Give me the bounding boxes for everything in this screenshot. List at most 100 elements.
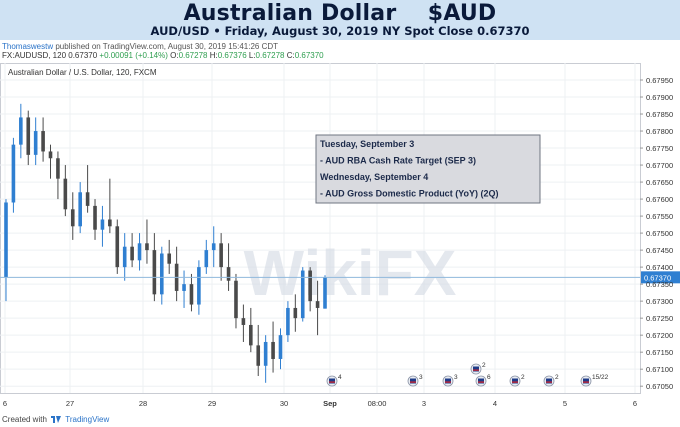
publish-line: Thomaswestw published on TradingView.com… [2, 42, 278, 51]
candle-body [249, 324, 253, 346]
candle-body [308, 270, 312, 302]
flag-field [478, 378, 484, 384]
ohlc-high-label: H: [207, 51, 218, 60]
last-price-label: 0.67370 [644, 273, 671, 282]
candlestick-chart[interactable]: WikiFX Australian Dollar / U.S. Dollar, … [0, 63, 680, 413]
y-tick-label: 0.67400 [646, 263, 673, 272]
candle-body [211, 243, 216, 251]
x-tick-label: 4 [493, 399, 497, 408]
x-tick-label: 28 [139, 399, 147, 408]
candle-body [70, 209, 75, 227]
y-tick-label: 0.67550 [646, 212, 673, 221]
candle-body [256, 345, 261, 366]
y-tick-label: 0.67500 [646, 229, 673, 238]
candle-body [234, 280, 238, 319]
ohlc-symbol: FX:AUDUSD, 120 0.67370 [2, 51, 100, 60]
y-tick-label: 0.67350 [646, 280, 673, 289]
flag-field [546, 378, 552, 384]
candle-body [278, 335, 283, 359]
y-tick-label: 0.67450 [646, 246, 673, 255]
y-tick-label: 0.67900 [646, 93, 673, 102]
flag-field [445, 378, 451, 384]
page-subtitle: AUD/USD • Friday, August 30, 2019 NY Spo… [150, 24, 530, 38]
ohlc-close-label: C: [284, 51, 295, 60]
candle-body [93, 205, 97, 230]
page-title: Australian Dollar $AUD [183, 1, 497, 26]
candle-body [11, 144, 16, 203]
y-tick-label: 0.67050 [646, 382, 673, 391]
candle-body [182, 284, 186, 291]
candle-body [41, 131, 45, 152]
tradingview-logo-icon [51, 416, 62, 423]
event-flag-count: 6 [487, 374, 491, 381]
event-flag-count: 3 [454, 374, 458, 381]
events-box-background [315, 134, 541, 204]
flag-stripe [445, 381, 451, 383]
x-axis: 6 27 28 29 30 Sep 08:00 3 4 5 6 [3, 399, 637, 408]
event-markers: 4 3 326 2 2 15/22 [326, 362, 609, 387]
candle-body [219, 243, 223, 268]
candle-body [226, 267, 231, 281]
y-tick-label: 0.67850 [646, 110, 673, 119]
y-tick-label: 0.67150 [646, 348, 673, 357]
flag-field [583, 378, 589, 384]
candle-body [4, 202, 8, 278]
event-flag-count: 2 [555, 374, 559, 381]
candle-body [19, 117, 23, 145]
x-tick-label: Sep [323, 399, 337, 408]
y-tick-label: 0.67650 [646, 178, 673, 187]
flag-field [329, 378, 335, 384]
candle-body [100, 219, 105, 230]
title-banner [0, 0, 680, 40]
event-flag-icon: 15/22 [580, 374, 609, 387]
candle-body [115, 226, 120, 268]
x-tick-label: 6 [633, 399, 637, 408]
events-box-line: - AUD RBA Cash Rate Target (SEP 3) [320, 156, 476, 166]
candle-body [108, 219, 112, 227]
candle-body [197, 267, 201, 305]
event-flag-count: 3 [419, 374, 423, 381]
flag-field [473, 366, 479, 372]
candle-body [56, 158, 60, 179]
event-flag-icon: 4 [326, 374, 342, 387]
footer-brand[interactable]: TradingView [65, 415, 110, 424]
y-axis: 0.67950 0.67900 0.67850 0.67800 0.67750 0.677… [640, 76, 673, 391]
flag-stripe [512, 381, 518, 383]
candle-body [315, 301, 320, 308]
y-tick-label: 0.67300 [646, 297, 673, 306]
flag-stripe [546, 381, 552, 383]
flag-stripe [583, 381, 589, 383]
watermark-text: WikiFX [244, 237, 457, 309]
x-tick-label: 08:00 [368, 399, 387, 408]
flag-stripe [410, 381, 416, 383]
candle-body [159, 253, 164, 295]
event-flag-count: 4 [338, 374, 342, 381]
flag-field [512, 378, 518, 384]
event-flag-count: 15/22 [592, 374, 609, 381]
chart-container[interactable]: WikiFX Australian Dollar / U.S. Dollar, … [0, 63, 680, 413]
candle-body [130, 246, 134, 261]
candle-body [33, 131, 38, 155]
event-flag-icon: 3 [407, 374, 423, 387]
y-tick-label: 0.67950 [646, 76, 673, 85]
candle-body [286, 307, 290, 336]
y-tick-label: 0.67100 [646, 365, 673, 374]
event-flag-count: 2 [482, 362, 486, 369]
plot-border [0, 63, 641, 394]
events-box-line: Tuesday, September 3 [320, 139, 414, 149]
y-tick-label: 0.67600 [646, 195, 673, 204]
candle-body [78, 192, 82, 227]
x-tick-label: 6 [3, 399, 7, 408]
event-flag-icon: 2 [509, 374, 525, 387]
event-flag-icon: 2 [543, 374, 559, 387]
publisher-username[interactable]: Thomaswestw [2, 42, 54, 51]
flag-stripe [473, 369, 479, 371]
x-tick-label: 29 [208, 399, 216, 408]
candle-body [137, 243, 142, 261]
x-tick-label: 5 [563, 399, 567, 408]
candle-body [152, 250, 157, 295]
ohlc-change: +0.00091 (+0.14%) [99, 51, 168, 60]
candles-group [4, 103, 327, 383]
ohlc-low-label: L: [246, 51, 256, 60]
y-tick-label: 0.67200 [646, 331, 673, 340]
